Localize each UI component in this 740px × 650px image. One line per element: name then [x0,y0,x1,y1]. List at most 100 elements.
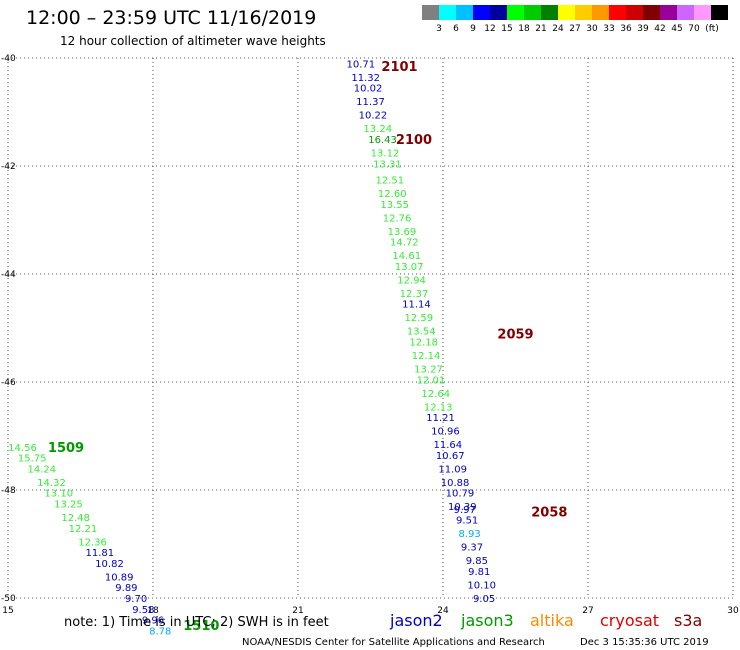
color-swatch [694,5,711,20]
wave-height-point: 12.48 [61,513,90,524]
track-time-label: 2058 [531,506,567,521]
chart-title: 12:00 – 23:59 UTC 11/16/2019 [26,7,316,29]
wave-height-point: 9.96 [142,616,164,627]
wave-height-point: 12.01 [417,375,446,386]
wave-height-point: 11.64 [434,440,463,451]
wave-height-point: 15.75 [18,454,47,465]
wave-height-point: 12.94 [397,275,426,286]
wave-height-point: 11.09 [438,464,467,475]
wave-height-point: 13.27 [414,365,443,376]
wave-height-point: 13.24 [363,124,392,135]
wave-height-point: 14.24 [28,464,57,475]
y-tick-label: -44 [1,270,16,280]
wave-height-point: 11.21 [426,413,455,424]
color-scale-label: 27 [569,24,580,34]
x-tick-label: 24 [437,606,449,616]
wave-height-point: 12.59 [405,313,434,324]
wave-height-point: 9.70 [125,594,147,605]
wave-height-point: 12.60 [378,189,407,200]
color-swatch [660,5,677,20]
legend-entry: cryosat [600,611,659,630]
color-scale-label: 3 [436,24,442,34]
wave-height-point: 14.61 [392,251,421,262]
wave-height-point: 12.13 [424,402,453,413]
wave-height-point: 9.97 [454,505,476,516]
color-scale-label: 24 [552,24,564,34]
wave-height-point: 9.81 [468,567,490,578]
track-time-label: 1509 [48,441,84,456]
wave-height-point: 9.85 [466,556,488,567]
wave-height-point: 12.76 [383,213,412,224]
wave-height-point: 8.93 [458,529,480,540]
color-scale-label: 6 [453,24,459,34]
chart-subtitle: 12 hour collection of altimeter wave hei… [60,34,326,48]
color-swatch [524,5,541,20]
y-tick-label: -40 [1,54,16,64]
color-swatch [456,5,473,20]
wave-height-point: 13.31 [373,159,402,170]
axis-ticks: 15 18 21 24 27 30 -40 -42 -44 -46 -48 -50 [1,54,739,616]
track-time-label: 2101 [381,60,417,75]
wave-height-point: 13.12 [371,149,400,160]
wave-height-point: 12.51 [376,176,405,187]
color-scale-label: 33 [603,24,614,34]
generated-timestamp: Dec 3 15:35:36 UTC 2019 [580,637,709,648]
x-tick-label: 30 [727,606,739,616]
color-swatch [626,5,643,20]
color-scale: 3 6 9 12 15 18 21 24 27 30 33 36 39 42 45 70 (ft) [422,5,728,34]
wave-height-point: 9.05 [473,594,495,605]
color-scale-label: 45 [671,24,682,34]
wave-height-point: 9.51 [456,516,478,527]
wave-height-point: 16.43 [368,135,397,146]
wave-height-point: 14.72 [390,238,419,249]
wave-height-point: 13.54 [407,327,436,338]
source-credit: NOAA/NESDIS Center for Satellite Applica… [242,637,545,648]
x-tick-label: 21 [292,606,303,616]
wave-height-point: 12.36 [78,537,107,548]
wave-height-point: 12.37 [400,289,429,300]
track-time-label: 1510 [183,619,219,634]
legend-entry: jason2 [389,611,443,630]
wave-height-point: 12.14 [412,351,441,362]
color-scale-label: 12 [484,24,495,34]
wave-height-point: 10.96 [431,427,460,438]
legend-entry: jason3 [460,611,514,630]
satellite-legend: jason2 jason3 altika cryosat s3a [389,611,702,630]
wave-height-point: 11.14 [402,300,431,311]
y-tick-label: -48 [1,486,16,496]
wave-height-point: 12.18 [409,338,438,349]
wave-height-point: 9.37 [461,543,483,554]
color-scale-label: 42 [654,24,665,34]
color-swatch [711,5,728,20]
track-time-labels: 2101 2100 2059 2058 1509 1510 [48,60,568,634]
wave-height-point: 13.07 [395,262,424,273]
wave-height-point: 14.32 [37,478,66,489]
wave-height-point: 9.89 [115,583,137,594]
color-swatch [592,5,609,20]
color-swatch [643,5,660,20]
wave-height-point: 12.21 [69,524,98,535]
wave-height-point: 10.89 [105,572,134,583]
color-swatch [677,5,694,20]
color-scale-label: 39 [637,24,649,34]
color-swatch [575,5,592,20]
wave-height-point: 10.67 [436,451,465,462]
y-tick-label: -46 [1,378,16,388]
color-swatch [490,5,507,20]
wave-height-point: 11.81 [86,548,115,559]
color-swatch [558,5,575,20]
color-swatch [541,5,558,20]
wave-height-point: 13.69 [388,227,417,238]
color-scale-label: 9 [470,24,476,34]
x-tick-label: 18 [147,606,159,616]
wave-height-point: 10.02 [354,84,383,95]
color-scale-label: 18 [518,24,530,34]
wave-height-point: 10.22 [359,111,388,122]
color-scale-label: 70 [688,24,700,34]
legend-entry: s3a [674,611,702,630]
color-swatch [439,5,456,20]
color-swatch [507,5,524,20]
note-text: note: 1) Time is in UTC; 2) SWH is in fe… [64,615,329,630]
track-time-label: 2059 [497,327,533,342]
